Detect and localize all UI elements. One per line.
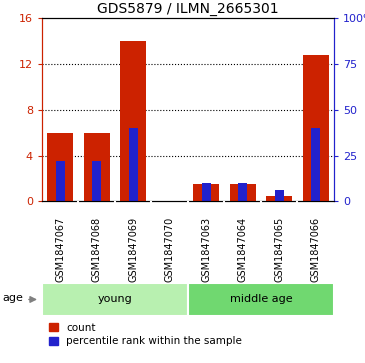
Bar (266, 196, 292, 201)
Title: GDS5879 / ILMN_2665301: GDS5879 / ILMN_2665301 (97, 2, 279, 16)
Text: GSM1847065: GSM1847065 (274, 216, 284, 282)
Bar (193, 184, 219, 201)
Bar (92, 161, 101, 201)
Text: GSM1847063: GSM1847063 (201, 216, 211, 282)
Bar (42, 283, 188, 316)
Bar (311, 128, 320, 201)
Bar (303, 55, 328, 201)
Text: GSM1847069: GSM1847069 (128, 216, 138, 282)
Text: age: age (2, 293, 23, 303)
Text: GSM1847064: GSM1847064 (238, 216, 248, 282)
Text: young: young (97, 294, 132, 305)
Bar (202, 183, 211, 201)
Bar (188, 283, 334, 316)
Text: GSM1847068: GSM1847068 (92, 216, 102, 282)
Bar (47, 133, 73, 201)
Bar (56, 161, 65, 201)
Bar (120, 41, 146, 201)
Text: middle age: middle age (230, 294, 292, 305)
Bar (275, 191, 284, 201)
Text: GSM1847066: GSM1847066 (311, 216, 321, 282)
Text: GSM1847067: GSM1847067 (55, 216, 65, 282)
Text: GSM1847070: GSM1847070 (165, 216, 175, 282)
Bar (238, 183, 247, 201)
Bar (129, 128, 138, 201)
Legend: count, percentile rank within the sample: count, percentile rank within the sample (47, 321, 244, 348)
Bar (84, 133, 110, 201)
Bar (230, 184, 255, 201)
